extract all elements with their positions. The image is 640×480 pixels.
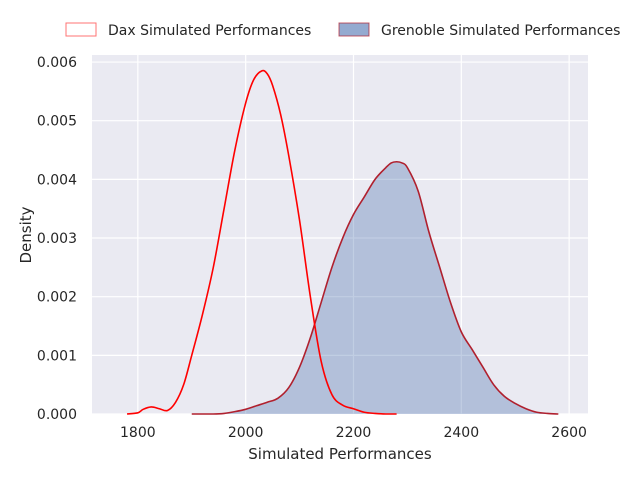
y-axis-label: Density [17, 206, 35, 263]
x-tick-label: 1800 [120, 425, 156, 441]
y-tick-label: 0.000 [37, 407, 77, 423]
dax-simulated-performances-legend-label: Dax Simulated Performances [108, 23, 311, 39]
x-tick-label: 2600 [551, 425, 587, 441]
grid-lines [92, 55, 588, 415]
y-tick-label: 0.002 [37, 290, 77, 306]
x-tick-label: 2400 [443, 425, 479, 441]
y-tick-label: 0.005 [37, 114, 77, 130]
x-tick-label: 2200 [336, 425, 372, 441]
y-tick-label: 0.006 [37, 55, 77, 71]
grenoble-simulated-performances-legend-swatch [338, 22, 370, 37]
dax-simulated-performances-line [126, 69, 397, 415]
x-tick-label: 2000 [228, 425, 264, 441]
y-tick-label: 0.003 [37, 231, 77, 247]
plot-background [92, 55, 588, 414]
grenoble-simulated-performances-legend-label: Grenoble Simulated Performances [381, 23, 620, 39]
y-tick-label: 0.004 [37, 172, 77, 188]
x-tick-labels: 1800 2000 2200 2400 2600 [120, 425, 587, 441]
grenoble-simulated-performances-line [191, 160, 559, 415]
y-tick-label: 0.001 [37, 348, 77, 364]
y-tick-labels: 0.000 0.001 0.002 0.003 0.004 0.005 0.006 [37, 55, 77, 423]
legend: Dax Simulated Performances Grenoble Simul… [65, 22, 620, 39]
series-layer [126, 69, 559, 415]
x-axis-label: Simulated Performances [248, 445, 432, 463]
grenoble-simulated-performances-area [191, 161, 559, 414]
dax-simulated-performances-legend-swatch [65, 22, 97, 37]
